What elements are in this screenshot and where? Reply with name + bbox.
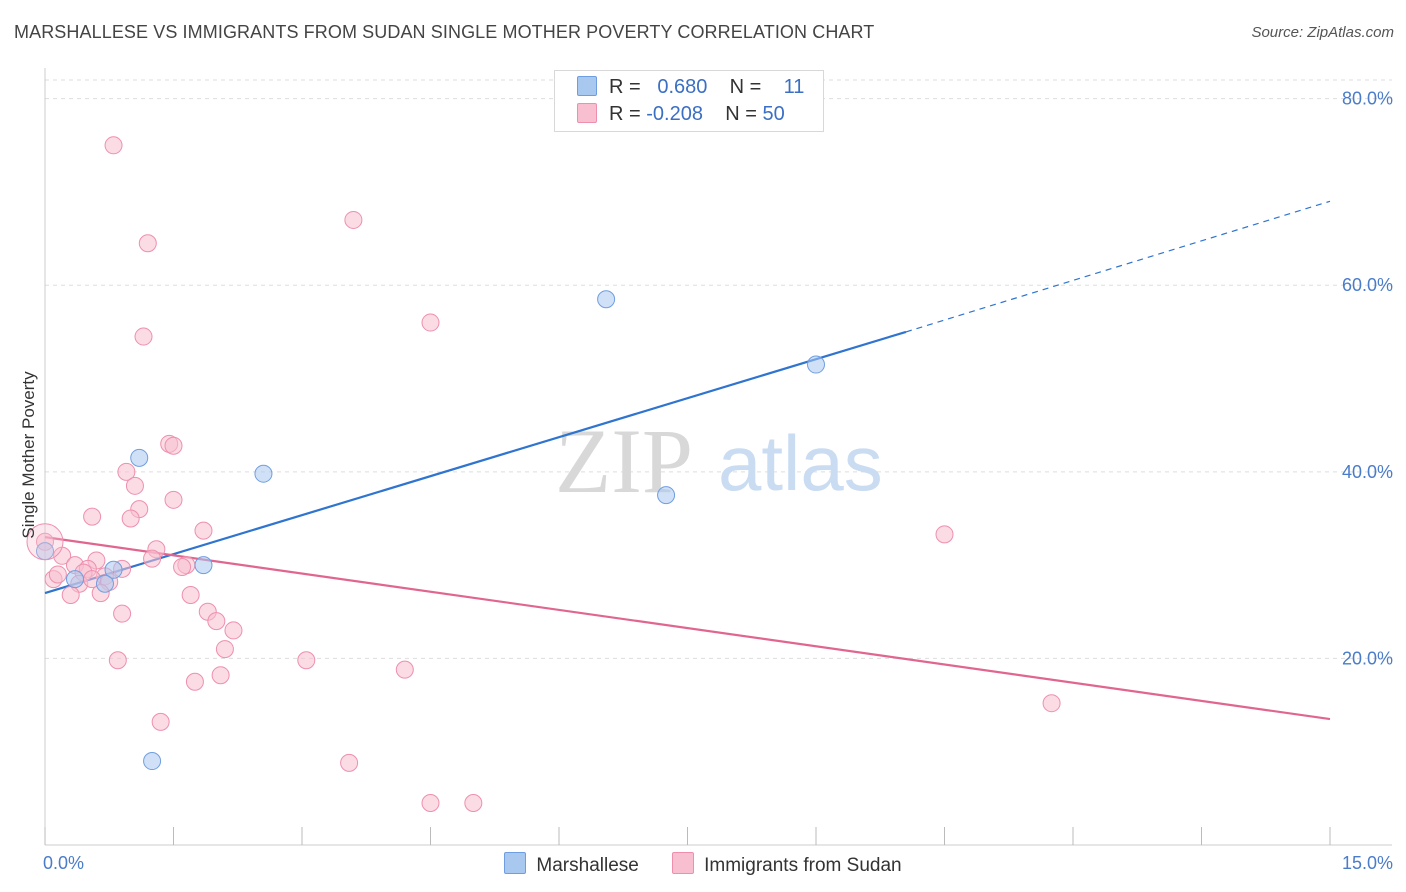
- trend-line-marshallese: [44, 330, 907, 595]
- legend-n-label: N =: [729, 76, 762, 98]
- data-point-marshallese[interactable]: [95, 574, 114, 593]
- data-point-sudan[interactable]: [143, 549, 162, 568]
- x-tick-label-max: 15.0%: [1342, 853, 1393, 873]
- data-point-sudan[interactable]: [173, 557, 192, 576]
- data-point-sudan[interactable]: [151, 712, 170, 731]
- data-point-sudan[interactable]: [1042, 694, 1061, 713]
- trend-lines: [44, 200, 1331, 721]
- data-point-sudan[interactable]: [935, 525, 954, 544]
- legend-swatch-sudan: [672, 852, 695, 874]
- data-point-sudan[interactable]: [125, 476, 144, 495]
- data-point-sudan[interactable]: [421, 313, 440, 332]
- data-point-sudan[interactable]: [194, 521, 213, 540]
- legend-r-value: -0.208: [646, 103, 703, 125]
- data-point-sudan[interactable]: [104, 136, 123, 155]
- data-point-marshallese[interactable]: [130, 448, 149, 467]
- legend-label-sudan: Immigrants from Sudan: [704, 855, 902, 876]
- legend-item-marshallese[interactable]: Marshallese: [504, 852, 639, 877]
- data-point-sudan[interactable]: [61, 585, 80, 604]
- data-point-sudan[interactable]: [421, 794, 440, 813]
- data-point-sudan[interactable]: [138, 234, 157, 253]
- data-point-sudan[interactable]: [344, 210, 363, 229]
- watermark: ZIP atlas: [555, 410, 883, 512]
- data-point-sudan[interactable]: [185, 672, 204, 691]
- data-point-sudan[interactable]: [83, 507, 102, 526]
- legend-label-marshallese: Marshallese: [536, 855, 639, 876]
- data-point-sudan[interactable]: [395, 660, 414, 679]
- stats-legend: R = 0.680 N = 11 R = -0.208 N = 50: [554, 70, 824, 132]
- data-point-sudan[interactable]: [224, 621, 243, 640]
- data-point-marshallese[interactable]: [194, 556, 213, 575]
- data-point-marshallese[interactable]: [104, 560, 123, 579]
- data-point-sudan[interactable]: [164, 436, 183, 455]
- watermark-atlas: atlas: [718, 419, 883, 507]
- data-point-sudan[interactable]: [181, 585, 200, 604]
- trend-line-marshallese-extension: [905, 200, 1331, 333]
- legend-row-sudan: R = -0.208 N = 50: [577, 101, 785, 127]
- data-point-sudan[interactable]: [134, 327, 153, 346]
- axes: [44, 68, 1392, 846]
- y-tick-label: 40.0%: [1342, 462, 1393, 482]
- data-point-sudan[interactable]: [297, 651, 316, 670]
- data-point-marshallese[interactable]: [657, 486, 676, 505]
- legend-r-value: 0.680: [657, 76, 708, 98]
- y-tick-label: 60.0%: [1342, 275, 1393, 295]
- legend-swatch-sudan: [577, 103, 597, 123]
- data-point-sudan[interactable]: [207, 612, 226, 631]
- data-point-sudan[interactable]: [340, 753, 359, 772]
- data-point-marshallese[interactable]: [65, 570, 84, 589]
- data-point-sudan[interactable]: [121, 509, 140, 528]
- legend-item-sudan[interactable]: Immigrants from Sudan: [672, 852, 902, 877]
- y-axis-label: Single Mother Poverty: [19, 371, 38, 539]
- source-label: Source: ZipAtlas.com: [1251, 24, 1394, 41]
- data-point-sudan[interactable]: [464, 794, 483, 813]
- legend-row-marshallese: R = 0.680 N = 11: [577, 74, 804, 100]
- data-point-sudan[interactable]: [48, 565, 67, 584]
- data-point-sudan-large[interactable]: [26, 523, 64, 561]
- x-tick-labels: 0.0% 15.0%: [43, 853, 1393, 873]
- data-point-sudan[interactable]: [211, 666, 230, 685]
- legend-swatch-marshallese: [504, 852, 527, 874]
- y-tick-labels: 20.0% 40.0% 60.0% 80.0%: [1342, 89, 1393, 669]
- data-point-marshallese[interactable]: [254, 464, 273, 483]
- legend-r-label: R =: [609, 76, 641, 98]
- y-tick-label: 20.0%: [1342, 648, 1393, 668]
- data-point-marshallese[interactable]: [143, 752, 162, 771]
- legend-r-label: R =: [609, 103, 641, 125]
- legend-n-value: 50: [762, 103, 785, 125]
- data-point-marshallese[interactable]: [597, 290, 616, 309]
- x-tick-label-min: 0.0%: [43, 853, 84, 873]
- data-point-marshallese[interactable]: [807, 355, 825, 374]
- data-point-sudan[interactable]: [113, 604, 132, 623]
- legend-swatch-marshallese: [577, 76, 597, 96]
- data-points: [26, 136, 1061, 813]
- y-tick-label: 80.0%: [1342, 89, 1393, 109]
- data-point-sudan[interactable]: [215, 640, 234, 659]
- data-point-sudan[interactable]: [117, 462, 136, 481]
- grid-lines: [45, 79, 1392, 659]
- legend-n-value: 11: [783, 76, 805, 98]
- chart-title: MARSHALLESE VS IMMIGRANTS FROM SUDAN SIN…: [14, 22, 875, 42]
- legend-n-label: N =: [725, 103, 757, 125]
- trend-line-sudan: [44, 536, 1331, 721]
- data-point-sudan[interactable]: [108, 651, 127, 670]
- series-legend: Marshallese Immigrants from Sudan: [0, 852, 1406, 877]
- data-point-sudan[interactable]: [164, 490, 183, 509]
